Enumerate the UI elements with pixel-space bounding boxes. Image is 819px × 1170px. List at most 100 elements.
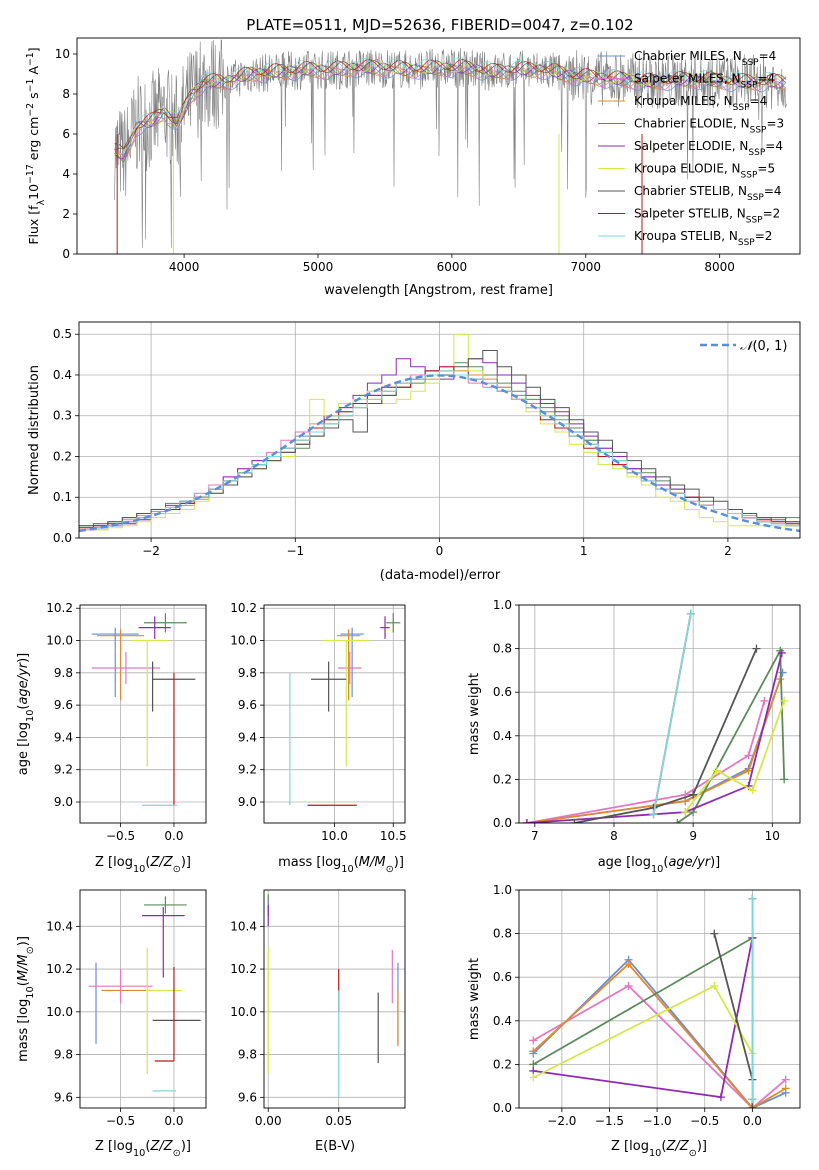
weight-marker-kroupa_elodie (710, 981, 719, 990)
tick-label-x: 10.5 (380, 829, 407, 843)
weight-line-salpeter_elodie (533, 937, 754, 1099)
x-axis-label: age [log10(age/yr)] (598, 855, 721, 875)
tick-label-y: 9.8 (54, 666, 73, 680)
weight-marker-salpeter_miles (529, 1036, 538, 1045)
x-axis-label: mass [log10(M/M⊙)] (278, 855, 404, 875)
tick-label-y: 0.2 (493, 1057, 512, 1071)
tick-label-x: −2 (142, 544, 160, 558)
axes-mass_vs_Z: −0.5 0.0 9.6 9.8 10.0 10.2 10.4 Z [log10(Z/Z⊙)]… (16, 889, 207, 1159)
weight-line-salpeter_miles (526, 700, 766, 823)
tick-label-y: 10.2 (46, 601, 73, 615)
weight-marker-salpeter_miles (781, 1075, 790, 1084)
tick-label-y: 0.2 (53, 449, 72, 463)
weight-marker-kroupa_miles (624, 960, 633, 969)
tick-label-y: 2 (62, 207, 70, 221)
weight-line-chabrier_miles (532, 958, 787, 1108)
legend-label-kroupa_stelib: Kroupa STELIB, NSSP=2 (634, 229, 772, 248)
tick-label-y: 0.4 (493, 1014, 512, 1028)
normal-curve (79, 374, 800, 533)
tick-label-y: 10.2 (46, 962, 73, 976)
errorbar-salpeter_miles (91, 651, 161, 685)
tick-label-x: −1.0 (643, 1114, 672, 1128)
axes-frame (79, 604, 207, 824)
weight-lines (522, 609, 789, 823)
tick-label-x: 8000 (704, 260, 735, 274)
tick-label-x: 7 (531, 829, 539, 843)
axes-frame (263, 889, 406, 1109)
model-spectrum-chabrier_elodie (114, 63, 787, 163)
errorbar-salpeter_stelib (154, 966, 175, 1062)
weight-marker-salpeter_miles (744, 751, 753, 760)
model-spectrum-chabrier_stelib (114, 60, 787, 151)
weight-marker-kroupa_elodie (780, 696, 789, 705)
legend-label-normal: 𝒩(0, 1) (740, 339, 787, 354)
axes-frame (79, 889, 207, 1109)
tick-label-x: 1 (580, 544, 588, 558)
weight-marker-kroupa_miles (744, 766, 753, 775)
tick-label-y: 0.6 (493, 685, 512, 699)
tick-label-y: 9.4 (238, 730, 257, 744)
errorbar-chabrier_miles (91, 627, 139, 698)
tick-label-y: 9.2 (238, 763, 257, 777)
errorbar-salpeter_elodie (380, 616, 390, 639)
weight-line-kroupa_elodie (684, 700, 786, 813)
tick-label-y: 10.4 (46, 919, 73, 933)
tick-label-x: 0.0 (164, 1114, 183, 1128)
tick-label-y: 6 (62, 127, 70, 141)
tick-label-x: 9 (689, 829, 697, 843)
legend: Chabrier MILES, NSSP=4 Salpeter MILES, NS… (598, 49, 784, 248)
tick-label-y: 0.0 (53, 531, 72, 545)
axes-weight_vs_age: 7 8 9 10 0.0 0.2 0.4 0.6 0.8 1.0 mass weight age [l… (467, 598, 801, 875)
weight-line-kroupa_miles (532, 962, 787, 1108)
legend-label-salpeter_miles: Salpeter MILES, NSSP=4 (634, 72, 775, 91)
tick-label-y: 0.8 (493, 927, 512, 941)
tick-label-y: 9.2 (54, 763, 73, 777)
errorbar-salpeter_miles (88, 969, 153, 1004)
tick-label-x: 10 (765, 829, 780, 843)
axes-spectrum: 4000 5000 6000 7000 8000 0 2 4 6 8 10 wavelength [A… (25, 37, 801, 298)
axes-residuals: −2 −1 0 1 2 0.0 0.1 0.2 0.3 0.4 0.5 (data-model)/er… (27, 321, 801, 583)
tick-label-y: 9.8 (238, 1048, 257, 1062)
tick-label-x: 5000 (303, 260, 334, 274)
tick-label-y: 9.8 (54, 1048, 73, 1062)
weight-marker-kroupa_miles (681, 797, 690, 806)
weight-marker-chabrier_stelib (689, 790, 698, 799)
weight-marker-kroupa_elodie (712, 766, 721, 775)
weight-marker-kroupa_stelib (649, 810, 658, 819)
legend-label-salpeter_elodie: Salpeter ELODIE, NSSP=4 (634, 139, 783, 158)
axes-frame (518, 889, 801, 1109)
tick-label-y: 0.4 (53, 368, 72, 382)
tick-label-y: 0.0 (493, 1101, 512, 1115)
tick-label-x: −0.5 (106, 1114, 135, 1128)
axes-frame (518, 604, 801, 824)
y-axis-label: mass [log10(M/M⊙)] (16, 936, 36, 1062)
weight-marker-chabrier_stelib (748, 1104, 757, 1108)
legend-label-chabrier_stelib: Chabrier STELIB, NSSP=4 (634, 184, 782, 203)
weight-marker-chabrier_miles (778, 668, 787, 677)
model-spectrum-chabrier_miles (114, 67, 787, 157)
legend-label-salpeter_stelib: Salpeter STELIB, NSSP=2 (634, 207, 780, 226)
weight-marker-salpeter_elodie (777, 648, 786, 657)
tick-label-y: 10.2 (230, 962, 257, 976)
spectrum-lines (114, 39, 787, 254)
tick-label-x: 0.0 (164, 829, 183, 843)
weight-marker-salpeter_elodie (522, 819, 531, 823)
tick-label-y: 10.4 (230, 919, 257, 933)
weight-marker-kroupa_miles (529, 1047, 538, 1056)
tick-label-y: 10.0 (46, 1005, 73, 1019)
weight-marker-kroupa_elodie (748, 786, 757, 795)
weight-line-chabrier_stelib (574, 648, 758, 823)
model-spectrum-salpeter_stelib (114, 58, 787, 150)
tick-label-x: 0.05 (325, 1114, 352, 1128)
errorbar-salpeter_elodie (138, 616, 171, 639)
tick-label-y: 9.6 (238, 698, 257, 712)
tick-label-y: 9.6 (54, 1090, 73, 1104)
tick-label-y: 8 (62, 87, 70, 101)
weight-marker-salpeter_elodie (716, 1093, 725, 1102)
errorbar-chabrier_stelib (311, 661, 347, 712)
tick-label-x: 10.0 (321, 829, 348, 843)
tick-label-x: −1.5 (595, 1114, 624, 1128)
tick-label-y: 1.0 (493, 598, 512, 612)
weight-marker-chabrier_stelib (710, 929, 719, 938)
errorbar-chabrier_miles (340, 627, 364, 698)
